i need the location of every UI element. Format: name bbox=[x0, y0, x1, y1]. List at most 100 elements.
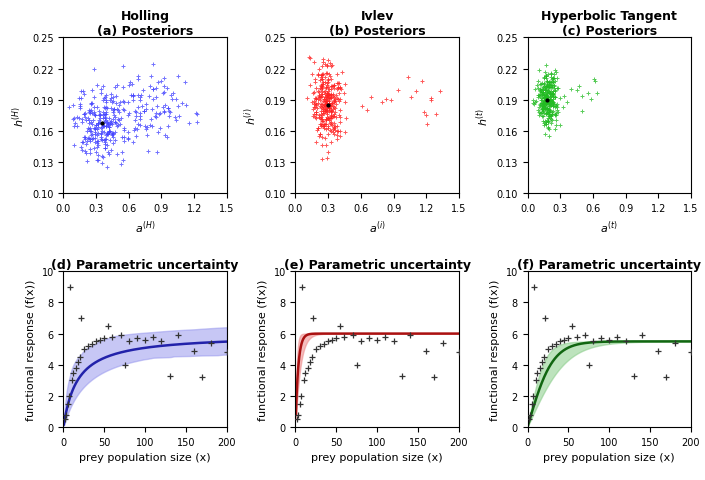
Point bbox=[331, 123, 343, 131]
Point bbox=[103, 149, 114, 156]
Point bbox=[108, 130, 119, 138]
Point bbox=[173, 103, 184, 111]
Point bbox=[173, 113, 185, 121]
Point bbox=[319, 341, 330, 348]
Point bbox=[327, 103, 338, 111]
Point bbox=[101, 131, 112, 139]
Point bbox=[132, 104, 143, 111]
Point bbox=[319, 94, 330, 101]
Point bbox=[323, 92, 334, 100]
Point bbox=[315, 86, 326, 94]
Point bbox=[92, 138, 103, 145]
Point bbox=[321, 70, 333, 77]
Y-axis label: functional response (f(x)): functional response (f(x)) bbox=[258, 279, 268, 420]
Point bbox=[337, 69, 348, 77]
Point bbox=[541, 121, 552, 129]
Point bbox=[541, 78, 553, 85]
Point bbox=[99, 145, 111, 153]
Point bbox=[533, 92, 544, 100]
Point bbox=[542, 118, 553, 126]
Point bbox=[93, 142, 104, 150]
Point bbox=[405, 94, 417, 101]
Point bbox=[334, 80, 345, 88]
Point bbox=[546, 100, 558, 108]
Point bbox=[127, 138, 138, 146]
Point bbox=[74, 101, 85, 108]
Point bbox=[317, 79, 329, 87]
Point bbox=[542, 84, 553, 92]
Point bbox=[334, 119, 345, 127]
Point bbox=[153, 129, 164, 137]
Point bbox=[135, 112, 146, 120]
Point bbox=[540, 111, 551, 119]
Point bbox=[295, 392, 307, 400]
Point bbox=[63, 104, 75, 111]
Point bbox=[545, 93, 556, 101]
Point bbox=[119, 361, 130, 369]
Point bbox=[544, 109, 555, 117]
Point bbox=[71, 122, 82, 130]
Point bbox=[310, 96, 321, 104]
X-axis label: prey population size (x): prey population size (x) bbox=[80, 453, 211, 462]
Point bbox=[541, 83, 553, 91]
Point bbox=[104, 96, 116, 104]
Point bbox=[82, 115, 94, 122]
Point bbox=[326, 109, 337, 117]
Point bbox=[78, 139, 89, 146]
Point bbox=[164, 372, 176, 380]
Point bbox=[544, 97, 555, 105]
Y-axis label: $h^{(H)}$: $h^{(H)}$ bbox=[10, 106, 27, 127]
Point bbox=[326, 99, 338, 107]
Point bbox=[376, 99, 388, 107]
Point bbox=[329, 111, 340, 119]
Point bbox=[86, 107, 97, 115]
Point bbox=[583, 361, 594, 369]
Point bbox=[147, 106, 158, 114]
Point bbox=[164, 108, 176, 116]
Point bbox=[335, 128, 346, 135]
Point bbox=[109, 129, 121, 136]
Point bbox=[534, 104, 545, 112]
Point bbox=[529, 283, 540, 291]
Point bbox=[100, 136, 111, 144]
Point bbox=[331, 80, 343, 87]
Point bbox=[422, 121, 433, 129]
Point bbox=[319, 102, 330, 110]
Point bbox=[96, 153, 107, 160]
Point bbox=[97, 128, 108, 136]
Point bbox=[549, 112, 560, 120]
Point bbox=[540, 100, 551, 108]
Point bbox=[538, 103, 549, 111]
Point bbox=[329, 127, 341, 134]
Point bbox=[541, 105, 552, 113]
Point bbox=[90, 122, 102, 130]
Point bbox=[90, 149, 102, 156]
Point bbox=[544, 90, 556, 98]
Point bbox=[102, 105, 113, 113]
Point bbox=[70, 120, 81, 128]
Point bbox=[313, 94, 324, 102]
Point bbox=[319, 99, 331, 107]
Point bbox=[542, 346, 553, 353]
Point bbox=[552, 85, 563, 93]
Point bbox=[546, 111, 557, 119]
Point bbox=[541, 96, 552, 103]
Point bbox=[326, 76, 337, 84]
Point bbox=[114, 117, 125, 125]
Point bbox=[544, 79, 555, 87]
Point bbox=[539, 100, 550, 108]
Point bbox=[123, 99, 134, 107]
Point bbox=[538, 95, 549, 102]
Point bbox=[551, 69, 562, 76]
Point bbox=[319, 122, 330, 130]
Point bbox=[541, 92, 553, 100]
Point bbox=[541, 100, 552, 108]
Point bbox=[106, 132, 117, 140]
Point bbox=[537, 84, 548, 92]
Point bbox=[147, 86, 159, 94]
Point bbox=[310, 102, 321, 110]
Point bbox=[150, 110, 161, 118]
Point bbox=[90, 111, 101, 119]
Point bbox=[543, 96, 554, 103]
Point bbox=[81, 158, 92, 166]
